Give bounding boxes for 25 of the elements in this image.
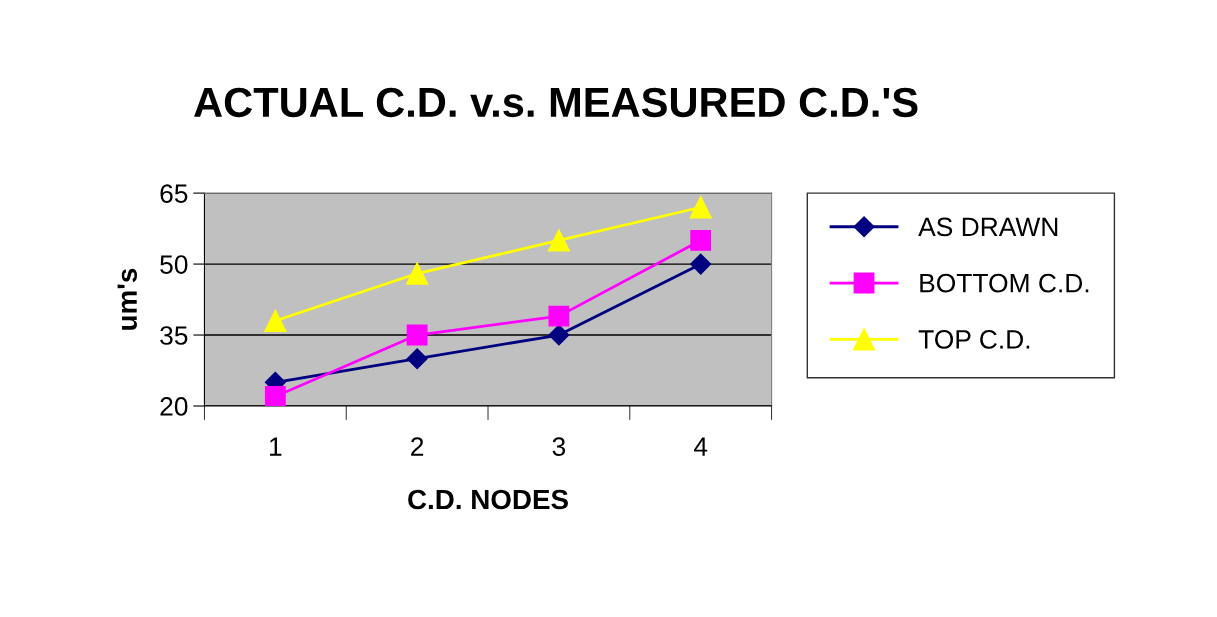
- y-tick-label: 20: [160, 397, 188, 416]
- x-tick-label: 2: [411, 437, 424, 456]
- point: [690, 230, 712, 251]
- y-tick-label: 50: [160, 255, 188, 274]
- point: [548, 305, 570, 327]
- y-tick-label: 65: [160, 184, 188, 203]
- legend-label: TOP C.D.: [918, 330, 1030, 349]
- point: [406, 262, 429, 285]
- point: [690, 253, 712, 275]
- point: [547, 229, 571, 252]
- point: [689, 196, 712, 219]
- x-tick-label: 4: [693, 437, 708, 456]
- point: [406, 348, 428, 370]
- y-tick-label: 35: [160, 326, 188, 345]
- y-axis-title: um's: [117, 268, 137, 330]
- point: [406, 324, 428, 346]
- point: [264, 309, 287, 332]
- x-tick-label: 1: [270, 437, 282, 456]
- x-tick-label: 3: [552, 437, 566, 456]
- point: [264, 386, 286, 406]
- legend-label: BOTTOM C.D.: [920, 273, 1089, 293]
- x-axis-title: C.D. NODES: [408, 489, 568, 510]
- chart-title: ACTUAL C.D. v.s. MEASURED C.D.'S: [194, 87, 918, 118]
- point: [548, 324, 570, 346]
- legend-label: AS DRAWN: [918, 217, 1058, 237]
